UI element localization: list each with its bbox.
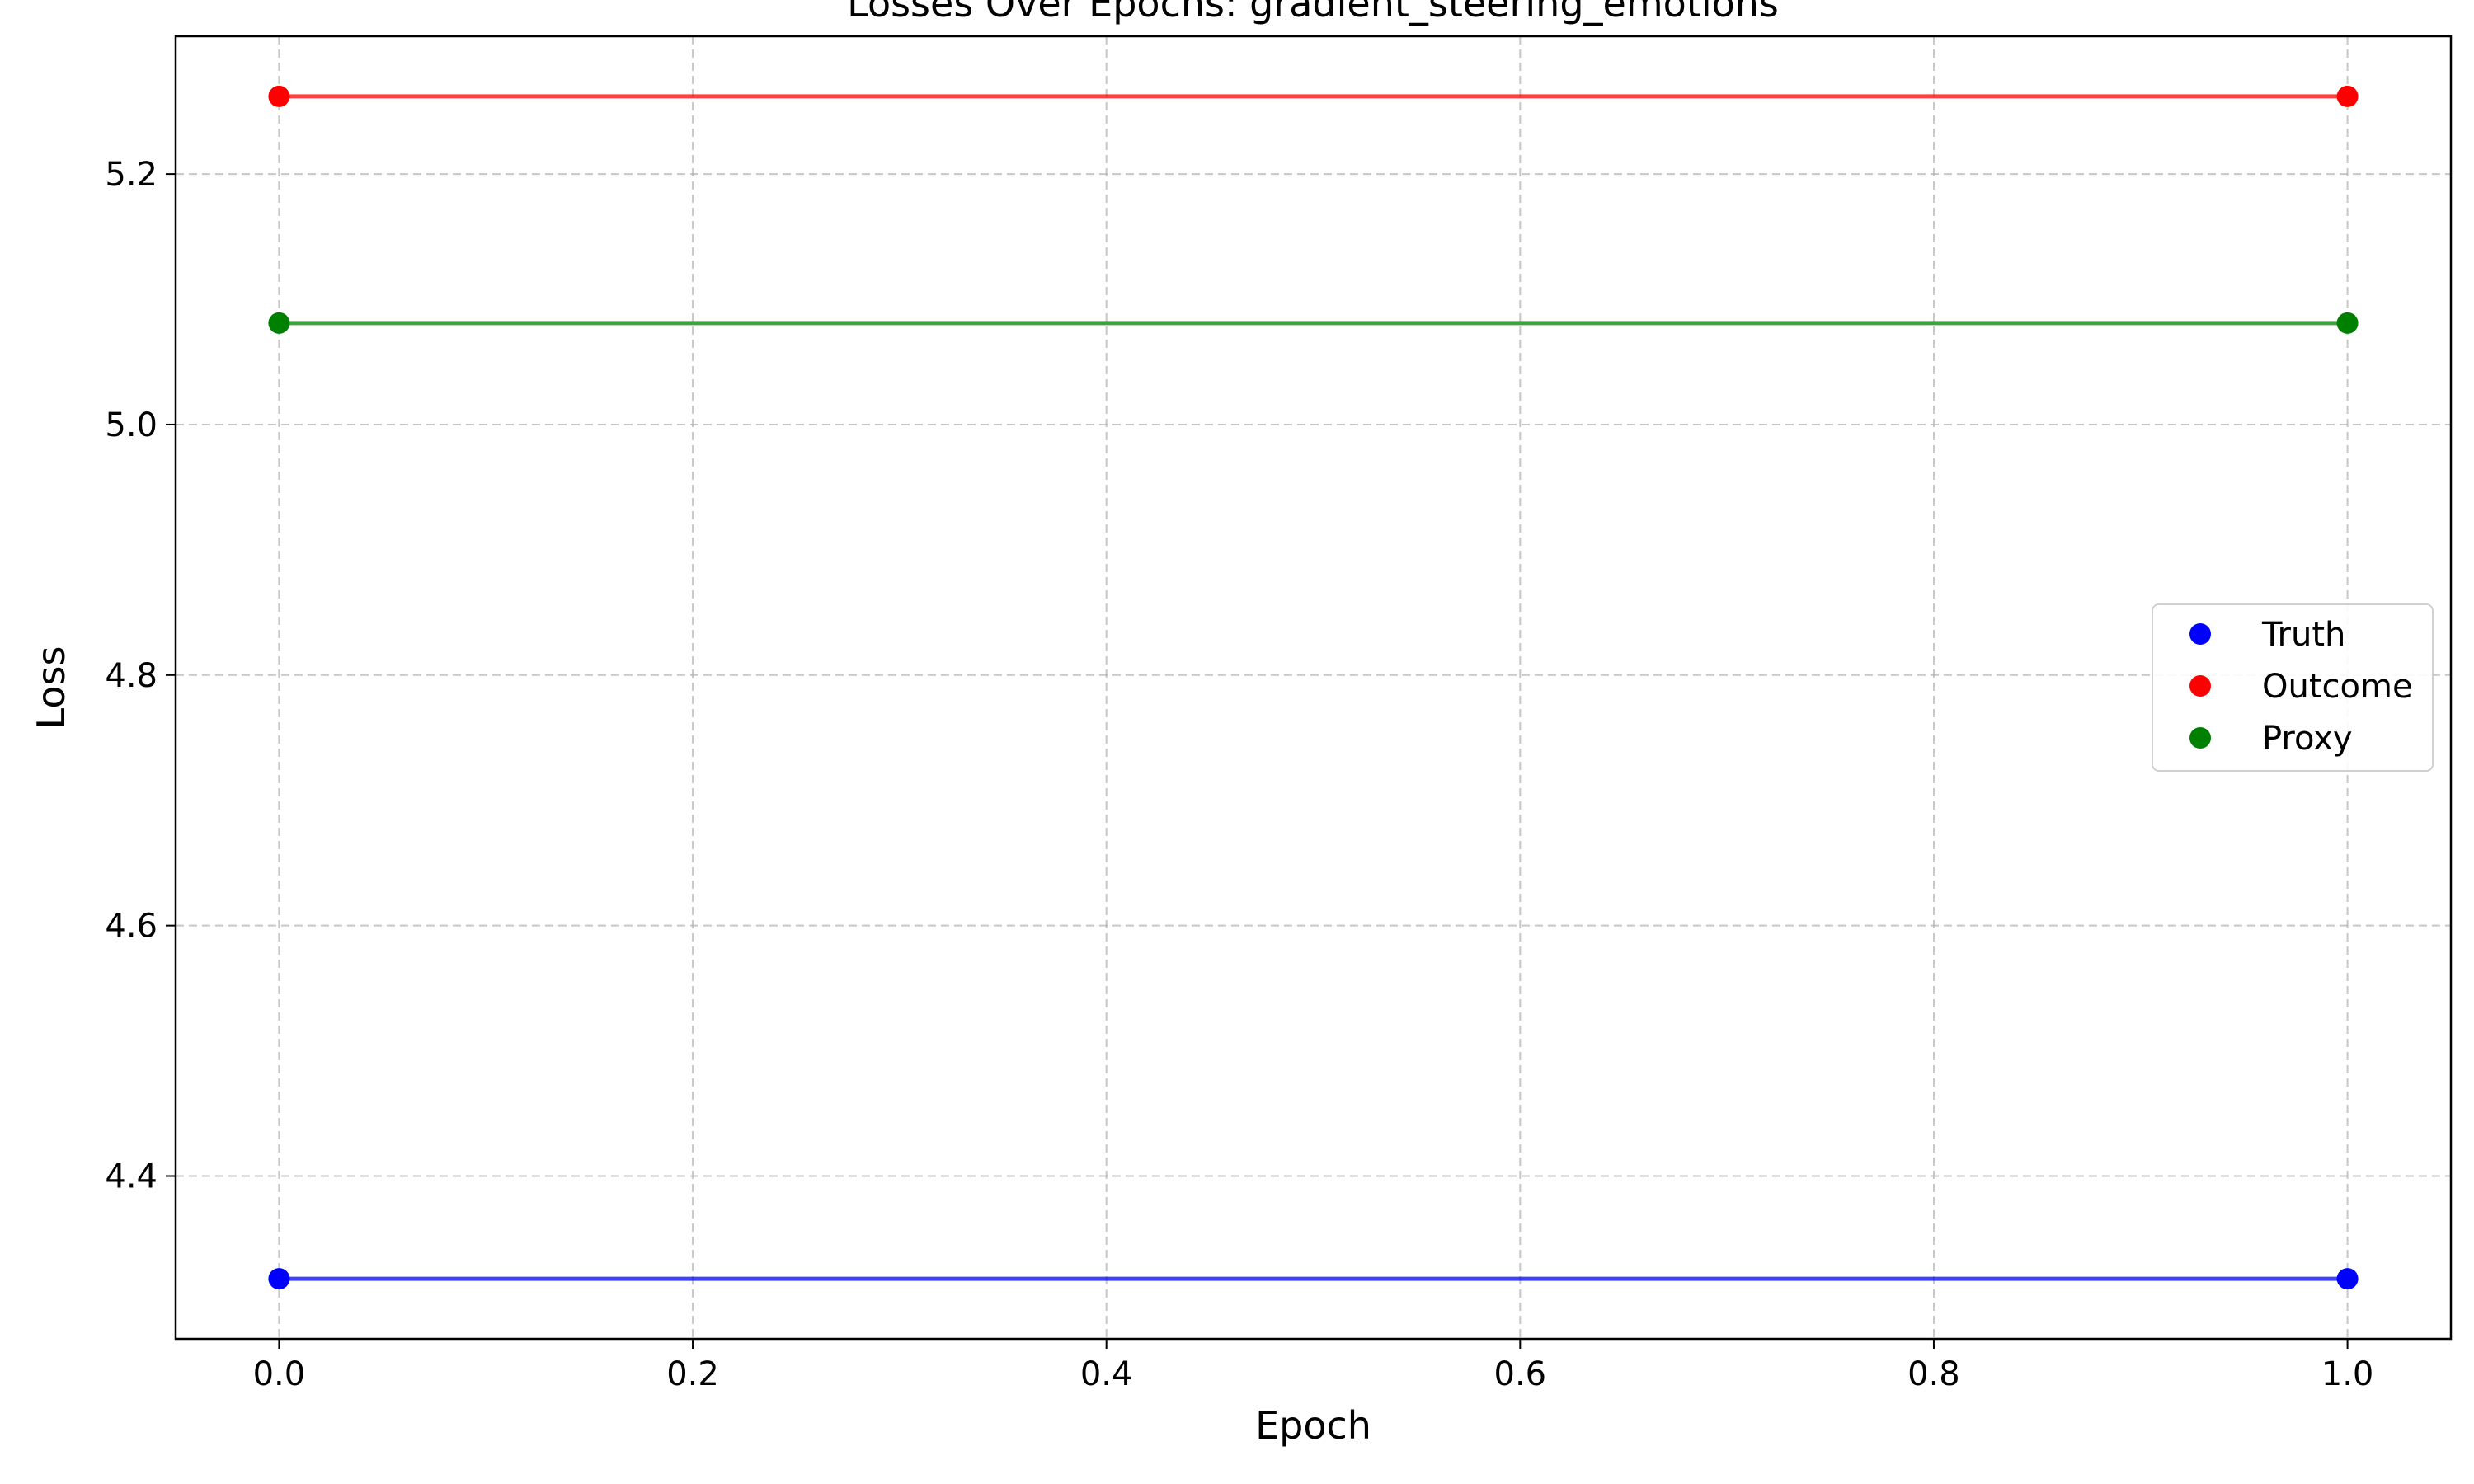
y-tick-label: 5.2 bbox=[105, 156, 158, 194]
grid bbox=[176, 36, 2451, 1339]
axis-ticks: 0.0 0.2 0.4 0.6 0.8 1.0 4.4 4.6 4.8 5.0 5.2 bbox=[105, 156, 2373, 1393]
y-tick-label: 5.0 bbox=[105, 406, 158, 444]
legend-marker-truth bbox=[2189, 623, 2211, 645]
legend-label-outcome: Outcome bbox=[2262, 668, 2413, 706]
y-tick-label: 4.8 bbox=[105, 657, 158, 695]
chart-title: Losses Over Epochs: gradient_steering_em… bbox=[847, 0, 1779, 26]
data-point-truth bbox=[268, 1268, 290, 1290]
legend-marker-outcome bbox=[2189, 675, 2211, 697]
series-lines bbox=[268, 85, 2359, 1290]
x-tick-label: 0.6 bbox=[1494, 1355, 1547, 1393]
x-axis-label: Epoch bbox=[1255, 1403, 1371, 1448]
data-point-outcome bbox=[268, 85, 290, 107]
x-tick-label: 0.0 bbox=[253, 1355, 306, 1393]
x-tick-label: 1.0 bbox=[2321, 1355, 2374, 1393]
data-point-proxy bbox=[268, 312, 290, 334]
data-point-truth bbox=[2336, 1268, 2359, 1290]
data-point-outcome bbox=[2336, 85, 2359, 107]
plot-area-frame bbox=[174, 35, 2453, 1341]
y-tick-label: 4.6 bbox=[105, 908, 158, 946]
legend-marker-proxy bbox=[2189, 727, 2211, 749]
legend-box bbox=[2152, 603, 2434, 772]
data-point-proxy bbox=[2336, 312, 2359, 334]
x-tick-label: 0.8 bbox=[1907, 1355, 1960, 1393]
legend: Truth Outcome Proxy bbox=[2152, 603, 2434, 772]
y-axis-label: Loss bbox=[29, 646, 73, 730]
legend-label-proxy: Proxy bbox=[2262, 720, 2353, 758]
legend-label-truth: Truth bbox=[2261, 616, 2345, 654]
x-tick-label: 0.2 bbox=[666, 1355, 719, 1393]
x-tick-label: 0.4 bbox=[1080, 1355, 1133, 1393]
y-tick-label: 4.4 bbox=[105, 1158, 158, 1196]
